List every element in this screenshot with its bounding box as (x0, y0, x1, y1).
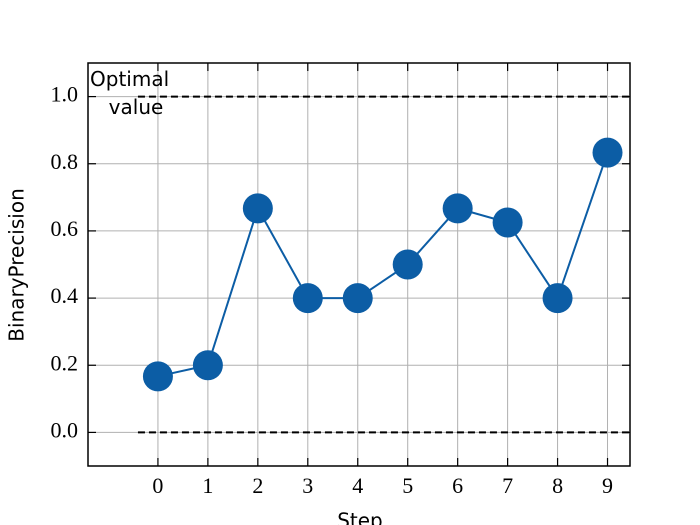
marker (192, 350, 223, 381)
marker (492, 207, 523, 238)
x-tick-label: 5 (402, 473, 413, 498)
marker (392, 249, 423, 280)
annotation-line: Optimal (90, 67, 169, 91)
y-tick-label: 0.4 (51, 283, 79, 308)
marker (592, 137, 623, 168)
marker (342, 283, 373, 314)
annotation: Optimal value (90, 67, 169, 119)
y-tick-label: 1.0 (51, 82, 79, 107)
marker (442, 193, 473, 224)
x-tick-label: 4 (352, 473, 363, 498)
x-tick-label: 9 (602, 473, 613, 498)
line (157, 152, 609, 378)
marker (542, 283, 573, 314)
x-tick-label: 6 (452, 473, 463, 498)
x-axis-label: Step (337, 509, 383, 525)
y-tick-label: 0.8 (51, 149, 79, 174)
x-tick-label: 3 (302, 473, 313, 498)
y-tick-label: 0.2 (51, 350, 79, 375)
x-tick-label: 2 (252, 473, 263, 498)
marker (142, 361, 173, 392)
x-tick-label: 0 (152, 473, 163, 498)
marker (242, 193, 273, 224)
x-tick-label: 7 (502, 473, 513, 498)
y-axis-label: BinaryPrecision (5, 188, 29, 342)
y-tick-label: 0.6 (51, 216, 79, 241)
annotation-line: value (109, 95, 164, 119)
plot-frame (87, 62, 631, 467)
y-tick-label: 0.0 (51, 417, 79, 442)
marker (292, 283, 323, 314)
x-tick-label: 8 (552, 473, 563, 498)
x-tick-label: 1 (202, 473, 213, 498)
